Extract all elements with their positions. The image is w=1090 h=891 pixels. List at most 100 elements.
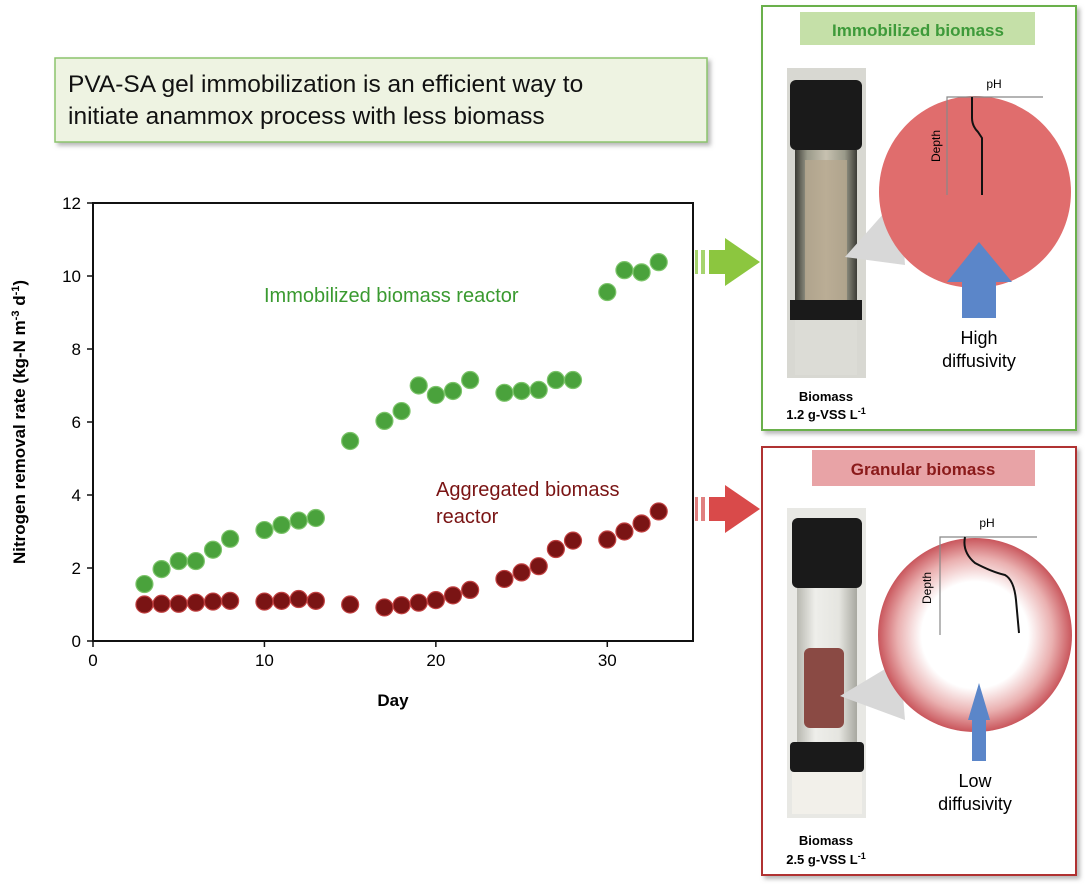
y-tick-label: 10 — [62, 267, 81, 286]
aggregated-data-point — [598, 530, 617, 549]
x-tick-label: 20 — [426, 651, 445, 670]
aggregated-data-point — [615, 522, 634, 541]
aggregated-data-point — [272, 591, 291, 610]
immobilized-depth-label: Depth — [929, 130, 943, 162]
immobilized-data-point — [512, 381, 531, 401]
immobilized-data-point — [598, 282, 617, 302]
headline-box: PVA-SA gel immobilization is an efficien… — [54, 57, 708, 143]
y-tick-label: 0 — [72, 632, 81, 651]
y-tick-label: 12 — [62, 194, 81, 213]
x-axis-label: Day — [377, 691, 409, 710]
immobilized-data-point — [426, 385, 445, 405]
aggregated-data-point — [443, 586, 463, 605]
aggregated-data-point — [169, 594, 188, 613]
immobilized-panel-title: Immobilized biomass — [832, 21, 1004, 40]
aggregated-data-point — [203, 592, 223, 611]
immobilized-biomass-label: Biomass — [799, 389, 853, 404]
immobilized-data-point — [375, 411, 394, 431]
aggregated-data-point — [255, 592, 274, 611]
immobilized-data-point — [186, 551, 205, 571]
aggregated-data-point — [306, 591, 325, 610]
series-label-aggregated-line1: Aggregated biomass — [436, 479, 619, 501]
immobilized-data-point — [649, 253, 668, 272]
y-tick-label: 4 — [72, 486, 81, 505]
immobilized-data-point — [289, 511, 308, 530]
aggregated-data-point — [375, 598, 394, 617]
y-axis: 0 2 4 6 8 10 12 — [62, 194, 93, 651]
immobilized-data-point — [546, 370, 565, 390]
x-tick-label: 30 — [598, 651, 617, 670]
y-tick-label: 2 — [72, 559, 81, 578]
aggregated-data-point — [426, 591, 445, 610]
immobilized-granule-circle — [879, 96, 1071, 288]
aggregated-data-point — [529, 557, 548, 576]
immobilized-data-point — [306, 508, 325, 528]
series-label-immobilized: Immobilized biomass reactor — [264, 285, 519, 307]
immobilized-data-point — [255, 520, 274, 540]
immobilized-panel: Immobilized biomass pH Depth High diffus… — [761, 5, 1077, 431]
granular-depth-label: Depth — [920, 572, 934, 604]
granular-panel-title: Granular biomass — [851, 460, 996, 479]
high-diffusivity-line2: diffusivity — [942, 351, 1016, 371]
immobilized-data-point — [563, 370, 583, 390]
granular-granule-circle — [878, 538, 1072, 732]
immobilized-tube-photo — [787, 68, 866, 378]
green-arrow-icon — [695, 238, 760, 286]
aggregated-data-point — [409, 593, 428, 612]
aggregated-data-point — [563, 531, 583, 550]
immobilized-data-point — [495, 383, 514, 402]
high-diffusivity-line1: High — [960, 328, 997, 348]
immobilized-ph-label: pH — [986, 77, 1001, 91]
granular-biomass-value: 2.5 g-VSS L-1 — [786, 851, 866, 867]
aggregated-data-point — [221, 591, 240, 610]
aggregated-data-point — [512, 563, 531, 582]
aggregated-data-point — [392, 596, 411, 615]
granular-tube-photo — [787, 508, 866, 818]
low-diffusivity-arrow-icon — [968, 683, 990, 761]
headline-line-2: initiate anammox process with less bioma… — [68, 103, 545, 130]
immobilized-ph-profile — [971, 97, 983, 195]
series-label-aggregated-line2: reactor — [436, 506, 499, 528]
y-axis-label: Nitrogen removal rate (kg-N m-3 d-1) — [10, 280, 29, 564]
aggregated-data-point — [186, 593, 205, 612]
y-tick-label: 6 — [72, 413, 81, 432]
low-diffusivity-line1: Low — [958, 771, 992, 791]
immobilized-data-point — [272, 515, 291, 535]
immobilized-data-point — [615, 261, 634, 280]
immobilized-data-point — [169, 551, 188, 571]
immobilized-data-point — [203, 540, 223, 559]
immobilized-data-point — [152, 559, 171, 579]
data-points — [135, 253, 668, 617]
x-tick-label: 10 — [255, 651, 274, 670]
low-diffusivity-line2: diffusivity — [938, 794, 1012, 814]
immobilized-data-point — [341, 431, 360, 451]
aggregated-data-point — [632, 514, 651, 533]
granular-ph-profile — [963, 536, 1020, 634]
aggregated-data-point — [152, 594, 171, 613]
immobilized-data-point — [392, 401, 411, 421]
aggregated-data-point — [546, 539, 565, 559]
x-axis: 0 10 20 30 — [88, 641, 617, 670]
y-tick-label: 8 — [72, 340, 81, 359]
aggregated-data-point — [289, 589, 308, 609]
aggregated-data-point — [341, 595, 360, 614]
aggregated-data-point — [461, 580, 480, 600]
granular-biomass-label: Biomass — [799, 833, 853, 848]
immobilized-data-point — [221, 529, 240, 548]
immobilized-data-point — [135, 574, 154, 594]
immobilized-data-point — [632, 263, 651, 282]
immobilized-biomass-value: 1.2 g-VSS L-1 — [786, 406, 866, 422]
aggregated-data-point — [649, 502, 668, 521]
immobilized-data-point — [443, 381, 463, 401]
immobilized-data-point — [529, 380, 548, 399]
x-tick-label: 0 — [88, 651, 97, 670]
immobilized-data-point — [409, 376, 428, 395]
headline-line-1: PVA-SA gel immobilization is an efficien… — [68, 71, 583, 98]
granular-panel: Granular biomass pH Depth Low diffusivit… — [761, 446, 1077, 876]
high-diffusivity-arrow-icon — [947, 242, 1012, 318]
aggregated-data-point — [135, 595, 154, 614]
scatter-chart: 0 2 4 6 8 10 12 0 10 20 30 Day Nitrogen removal r… — [10, 194, 694, 710]
immobilized-data-point — [461, 370, 480, 390]
red-arrow-icon — [695, 485, 760, 533]
